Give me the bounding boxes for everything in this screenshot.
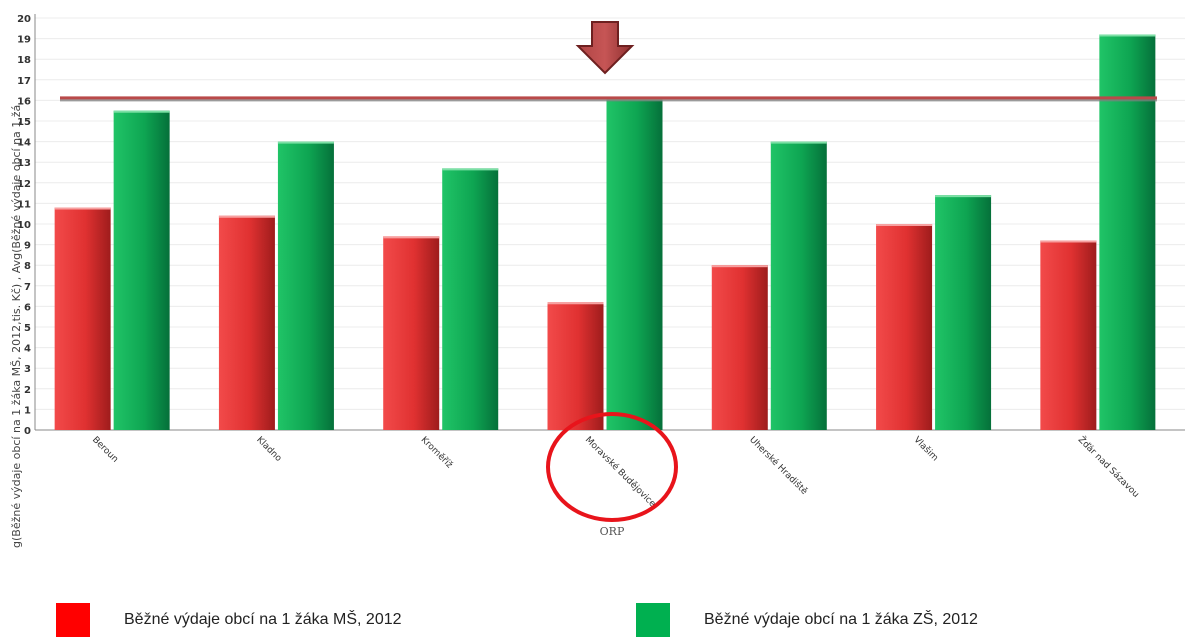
y-tick-label: 2: [24, 385, 31, 396]
x-tick-label: Moravské Budějovice: [583, 434, 658, 509]
y-tick-label: 5: [24, 323, 31, 334]
y-tick-label: 14: [17, 138, 31, 149]
highlight-circle: [546, 412, 678, 522]
legend-label-ms: Běžné výdaje obcí na 1 žáka MŠ, 2012: [124, 611, 402, 628]
bar-ms: [54, 207, 111, 430]
bar-ms-top: [547, 302, 604, 305]
y-tick-label: 17: [17, 76, 31, 87]
y-tick-label: 9: [24, 241, 31, 252]
y-tick-label: 10: [17, 220, 31, 231]
y-tick-label: 3: [24, 364, 31, 375]
y-tick-label: 13: [17, 158, 31, 169]
bar-zs-top: [113, 110, 170, 113]
y-tick-label: 6: [24, 302, 31, 313]
y-tick-label: 1: [24, 405, 31, 416]
reference-line-bar: [60, 96, 1157, 100]
bar-ms-top: [876, 224, 933, 226]
bar-zs: [606, 98, 663, 430]
annotations: [546, 21, 678, 522]
bar-ms: [383, 236, 440, 430]
y-tick-label: 7: [24, 282, 31, 293]
bar-ms: [876, 224, 933, 430]
y-tick-label: 4: [24, 344, 31, 355]
down-arrow-icon: [575, 21, 635, 75]
y-tick-label: 19: [17, 35, 31, 46]
x-tick-label: Kroměříž: [419, 435, 455, 471]
bar-zs-top: [935, 195, 992, 198]
bar-zs: [277, 141, 334, 430]
bar-ms: [218, 215, 275, 430]
bar-zs: [1099, 34, 1156, 430]
bar-zs-top: [1099, 34, 1156, 37]
y-tick-label: 8: [24, 261, 31, 272]
y-tick-label: 16: [17, 96, 31, 107]
legend-swatch-zs: [636, 603, 670, 637]
x-tick-label: Kladno: [254, 435, 283, 464]
x-tick-labels: Beroun Kladno Kroměříž Moravské Budějovice U…: [90, 434, 1142, 510]
bar-zs-top: [442, 168, 499, 171]
bar-zs: [770, 141, 827, 430]
bar-zs: [935, 195, 992, 430]
bar-zs-top: [770, 141, 827, 144]
bar-ms-top: [383, 236, 440, 239]
bar-ms-top: [711, 265, 768, 268]
x-axis-label: ORP: [600, 525, 625, 538]
legend-swatch-ms: [56, 603, 90, 637]
y-tick-label: 11: [17, 199, 31, 210]
x-tick-label: Žďár nad Sázavou: [1076, 434, 1142, 500]
bar-ms: [547, 302, 604, 430]
x-tick-label: Uherské Hradiště: [747, 434, 810, 497]
x-tick-label: Beroun: [90, 435, 120, 465]
legend-label-zs: Běžné výdaje obcí na 1 žáka ZŠ, 2012: [704, 611, 978, 628]
bar-zs-top: [277, 141, 334, 144]
y-tick-label: 18: [17, 55, 31, 66]
y-tick-label: 0: [24, 426, 31, 437]
legend-item-zs: Běžné výdaje obcí na 1 žáka ZŠ, 2012: [636, 602, 978, 638]
bar-ms-top: [1040, 240, 1097, 243]
bar-zs: [113, 110, 170, 430]
bar-ms: [711, 265, 768, 430]
bar-ms-top: [218, 215, 275, 218]
y-tick-label: 12: [17, 179, 31, 190]
legend-item-ms: Běžné výdaje obcí na 1 žáka MŠ, 2012: [56, 602, 402, 638]
reference-line: [60, 96, 1157, 102]
y-axis-label: g(Běžné výdaje obcí na 1 žáka MŠ, 2012,t…: [10, 105, 23, 548]
bar-ms: [1040, 240, 1097, 430]
y-tick-label: 20: [17, 14, 31, 25]
bar-zs: [442, 168, 499, 430]
x-tick-label: Vlašim: [911, 434, 940, 463]
bar-ms-top: [54, 207, 111, 210]
bars: [54, 34, 1156, 430]
y-tick-label: 15: [17, 117, 31, 128]
